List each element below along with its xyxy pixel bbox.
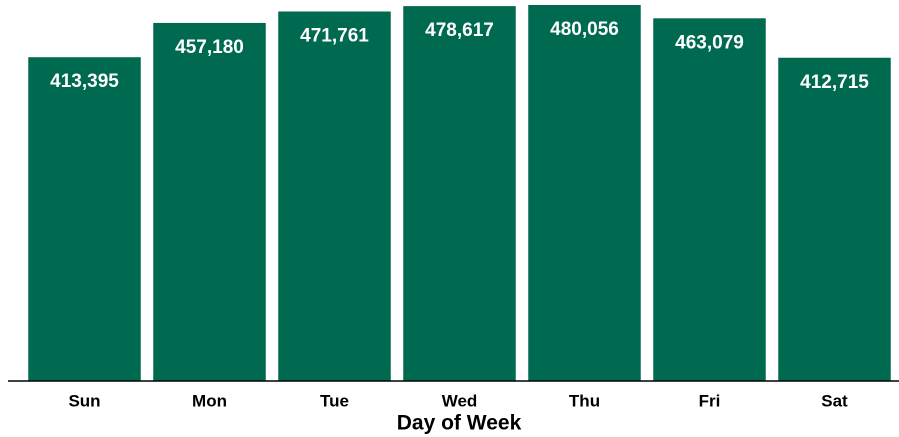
x-tick-label: Sun — [68, 391, 100, 410]
value-label: 471,761 — [300, 26, 369, 47]
value-label: 412,715 — [800, 72, 869, 93]
value-label: 413,395 — [50, 71, 119, 92]
x-tick-label: Mon — [192, 391, 227, 410]
value-label: 457,180 — [175, 37, 244, 58]
x-tick-label: Sat — [821, 391, 848, 410]
value-label: 480,056 — [550, 19, 619, 40]
x-tick-label: Fri — [699, 391, 721, 410]
x-tick-label: Thu — [569, 391, 600, 410]
x-tick-label: Tue — [320, 391, 349, 410]
bar — [528, 5, 641, 381]
bar — [778, 57, 891, 382]
x-axis-title: Day of Week — [397, 412, 522, 435]
bar — [653, 18, 766, 382]
bar — [403, 6, 516, 382]
bar — [278, 11, 391, 382]
value-label: 478,617 — [425, 20, 494, 41]
bar — [28, 57, 141, 381]
bar — [153, 22, 266, 381]
value-label: 463,079 — [675, 32, 744, 53]
x-tick-label: Wed — [442, 391, 478, 410]
